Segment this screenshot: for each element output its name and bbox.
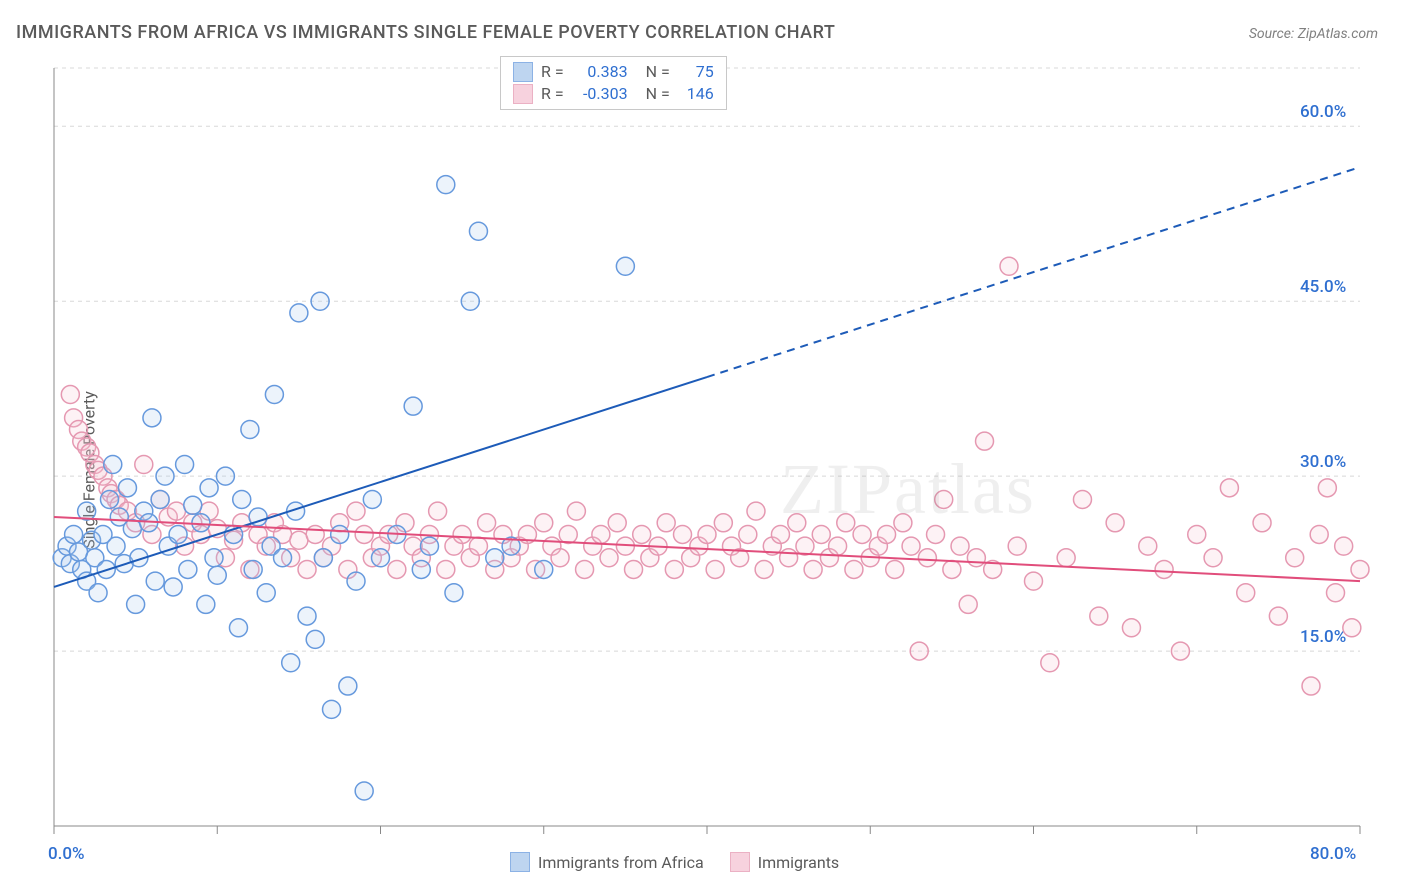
correlation-legend: R = 0.383 N = 75 R = -0.303 N = 146: [500, 56, 727, 110]
r-label-a: R =: [541, 61, 564, 83]
chart-title: IMMIGRANTS FROM AFRICA VS IMMIGRANTS SIN…: [16, 22, 835, 43]
y-tick-label: 30.0%: [1300, 452, 1346, 472]
legend-label-series-a: Immigrants from Africa: [538, 853, 704, 872]
swatch-series-b: [513, 84, 533, 104]
n-label-b: N =: [646, 83, 670, 105]
x-tick-label: 0.0%: [48, 844, 85, 864]
swatch-series-b-bottom: [730, 852, 750, 872]
legend-label-series-b: Immigrants: [758, 853, 839, 872]
source-label: Source:: [1249, 26, 1298, 42]
legend-item-series-b: Immigrants: [730, 852, 839, 872]
chart-container: Single Female Poverty ZIPatlas R = 0.383…: [0, 48, 1406, 892]
swatch-series-a-bottom: [510, 852, 530, 872]
r-value-a: 0.383: [572, 61, 628, 83]
source-name: ZipAtlas.com: [1298, 26, 1378, 42]
source-attribution: Source: ZipAtlas.com: [1249, 26, 1378, 42]
y-tick-label: 15.0%: [1300, 627, 1346, 647]
n-label-a: N =: [646, 61, 670, 83]
n-value-b: 146: [678, 83, 714, 105]
scatter-plot-svg: [0, 48, 1406, 892]
legend-row-series-a: R = 0.383 N = 75: [513, 61, 714, 83]
swatch-series-a: [513, 62, 533, 82]
r-value-b: -0.303: [572, 83, 628, 105]
r-label-b: R =: [541, 83, 564, 105]
y-tick-label: 45.0%: [1300, 277, 1346, 297]
legend-row-series-b: R = -0.303 N = 146: [513, 83, 714, 105]
y-tick-label: 60.0%: [1300, 102, 1346, 122]
legend-item-series-a: Immigrants from Africa: [510, 852, 704, 872]
series-legend: Immigrants from Africa Immigrants: [510, 852, 839, 872]
n-value-a: 75: [678, 61, 714, 83]
x-tick-label: 80.0%: [1310, 844, 1356, 864]
